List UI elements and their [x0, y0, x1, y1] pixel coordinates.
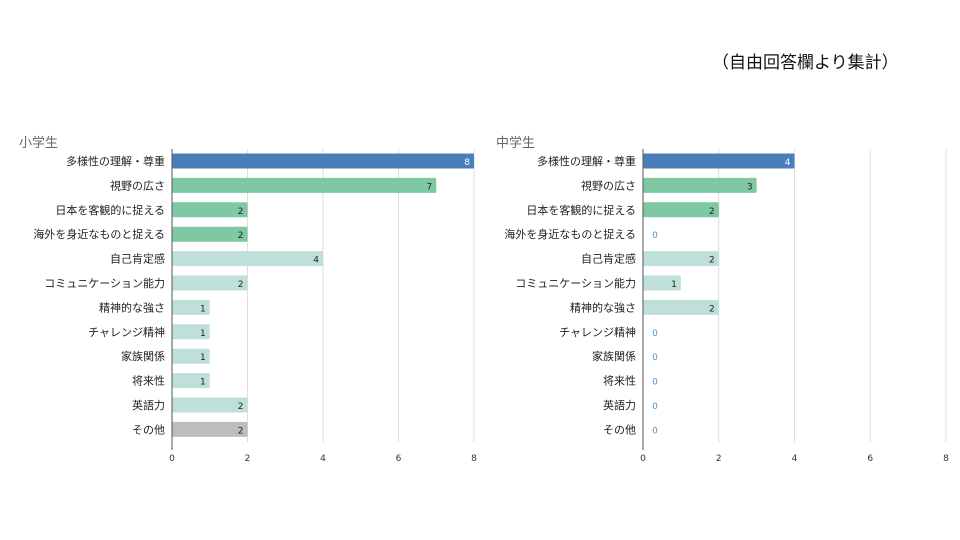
chart-title: 中学生 — [496, 135, 535, 151]
bar — [172, 421, 248, 437]
x-tick-label: 4 — [792, 454, 798, 464]
x-tick-label: 2 — [245, 454, 251, 464]
x-tick-label: 4 — [320, 454, 326, 464]
data-label: 0 — [652, 426, 658, 436]
data-label: 0 — [652, 353, 658, 363]
data-label: 4 — [785, 158, 791, 168]
source-note: （自由回答欄より集計） — [712, 53, 899, 73]
category-label: 日本を客観的に捉える — [526, 203, 636, 217]
category-label: その他 — [132, 423, 165, 436]
bar — [172, 226, 248, 242]
x-tick-label: 2 — [716, 454, 722, 464]
bar — [172, 397, 248, 413]
bar — [643, 299, 719, 315]
category-label: 視野の広さ — [110, 178, 165, 192]
category-label: チャレンジ精神 — [88, 325, 165, 339]
data-label: 0 — [652, 231, 658, 241]
data-label: 4 — [313, 256, 319, 266]
category-label: チャレンジ精神 — [559, 325, 636, 339]
bar — [172, 153, 474, 169]
category-label: 多様性の理解・尊重 — [537, 154, 636, 168]
bar — [643, 275, 681, 291]
bar — [172, 251, 323, 267]
chart-title: 小学生 — [19, 135, 58, 151]
data-label: 0 — [652, 378, 658, 388]
bar — [643, 177, 757, 193]
data-label: 2 — [238, 231, 244, 241]
category-label: 英語力 — [603, 398, 636, 412]
category-label: 視野の広さ — [581, 178, 636, 192]
category-label: 将来性 — [603, 374, 636, 388]
bar — [172, 202, 248, 218]
bar — [643, 251, 719, 267]
data-label: 1 — [200, 353, 206, 363]
data-label: 8 — [464, 158, 470, 168]
data-label: 2 — [238, 280, 244, 290]
x-tick-label: 8 — [943, 454, 949, 464]
category-label: 多様性の理解・尊重 — [66, 154, 165, 168]
category-label: 自己肯定感 — [581, 252, 636, 266]
data-label: 2 — [238, 402, 244, 412]
category-label: 自己肯定感 — [110, 252, 165, 266]
bar — [172, 324, 210, 340]
x-tick-label: 0 — [169, 454, 175, 464]
x-tick-label: 8 — [471, 454, 477, 464]
data-label: 2 — [709, 256, 715, 266]
data-label: 0 — [652, 329, 658, 339]
data-label: 1 — [200, 329, 206, 339]
category-label: 精神的な強さ — [99, 300, 165, 314]
data-label: 2 — [709, 207, 715, 217]
bar — [172, 299, 210, 315]
data-label: 0 — [652, 402, 658, 412]
data-label: 2 — [238, 426, 244, 436]
data-label: 1 — [671, 280, 677, 290]
category-label: 英語力 — [132, 398, 165, 412]
x-tick-label: 6 — [867, 454, 873, 464]
bar — [172, 177, 437, 193]
category-label: 海外を身近なものと捉える — [504, 227, 636, 241]
data-label: 1 — [200, 304, 206, 314]
data-label: 3 — [747, 182, 753, 192]
category-label: コミュニケーション能力 — [44, 276, 165, 290]
category-label: 家族関係 — [121, 349, 165, 363]
category-label: 家族関係 — [592, 349, 636, 363]
category-label: 日本を客観的に捉える — [55, 203, 165, 217]
bar — [172, 348, 210, 364]
bar — [172, 275, 248, 291]
data-label: 7 — [427, 182, 433, 192]
category-label: 将来性 — [132, 374, 165, 388]
bar — [643, 202, 719, 218]
category-label: その他 — [603, 423, 636, 436]
x-tick-label: 6 — [396, 454, 402, 464]
category-label: 精神的な強さ — [570, 300, 636, 314]
data-label: 1 — [200, 378, 206, 388]
category-label: 海外を身近なものと捉える — [33, 227, 165, 241]
bar — [643, 153, 795, 169]
data-label: 2 — [238, 207, 244, 217]
data-label: 2 — [709, 304, 715, 314]
x-tick-label: 0 — [640, 454, 646, 464]
bar — [172, 373, 210, 389]
category-label: コミュニケーション能力 — [515, 276, 636, 290]
